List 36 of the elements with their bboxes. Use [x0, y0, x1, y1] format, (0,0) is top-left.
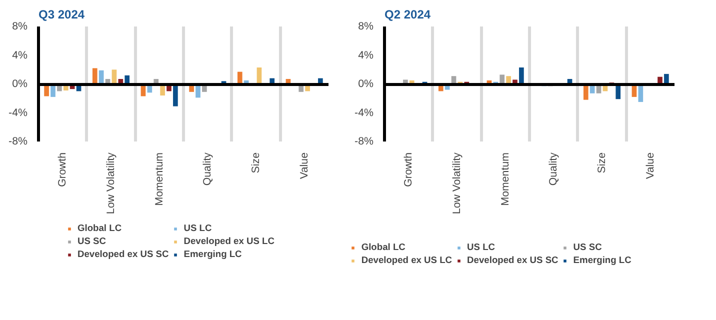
- legend-label: Emerging LC: [184, 249, 242, 259]
- legend-label: US LC: [467, 242, 496, 252]
- chart-title: Q3 2024: [38, 8, 85, 22]
- legend-label: Global LC: [361, 242, 406, 252]
- legend-label: Global LC: [78, 223, 122, 233]
- legend-label: US LC: [184, 223, 212, 233]
- x-tick-label: Low Volatility: [451, 152, 463, 214]
- x-tick-label: Size: [250, 152, 262, 174]
- y-tick-label: -4%: [8, 106, 28, 119]
- legend-label: Developed ex US SC: [467, 255, 558, 265]
- x-tick-label: Growth: [56, 152, 69, 187]
- x-tick-label: Size: [596, 152, 608, 174]
- y-tick-label: 8%: [358, 20, 374, 32]
- legend-label: US SC: [573, 242, 602, 252]
- legend-label: Developed ex US LC: [184, 236, 274, 246]
- y-tick-label: -4%: [354, 106, 374, 119]
- x-tick-label: Growth: [402, 152, 415, 187]
- legend-label: Developed ex US LC: [361, 255, 452, 265]
- chart-title: Q2 2024: [384, 8, 431, 22]
- x-tick-label: Value: [298, 152, 310, 179]
- x-tick-label: Value: [644, 152, 656, 179]
- legend-label: Emerging LC: [573, 255, 632, 265]
- x-tick-label: Quality: [548, 152, 560, 186]
- x-tick-label: Low Volatility: [105, 152, 117, 214]
- y-tick-label: -8%: [8, 136, 28, 148]
- x-tick-label: Quality: [202, 152, 214, 186]
- y-tick-label: 4%: [358, 49, 374, 62]
- legend-label: Developed ex US SC: [78, 249, 169, 259]
- y-tick-label: 0%: [358, 78, 374, 90]
- y-tick-label: -8%: [354, 136, 374, 148]
- x-tick-label: Momentum: [499, 152, 512, 206]
- y-tick-label: 4%: [12, 49, 28, 62]
- y-tick-label: 0%: [12, 78, 28, 90]
- x-tick-label: Momentum: [153, 152, 166, 206]
- y-tick-label: 8%: [12, 20, 28, 32]
- legend-label: US SC: [78, 236, 106, 246]
